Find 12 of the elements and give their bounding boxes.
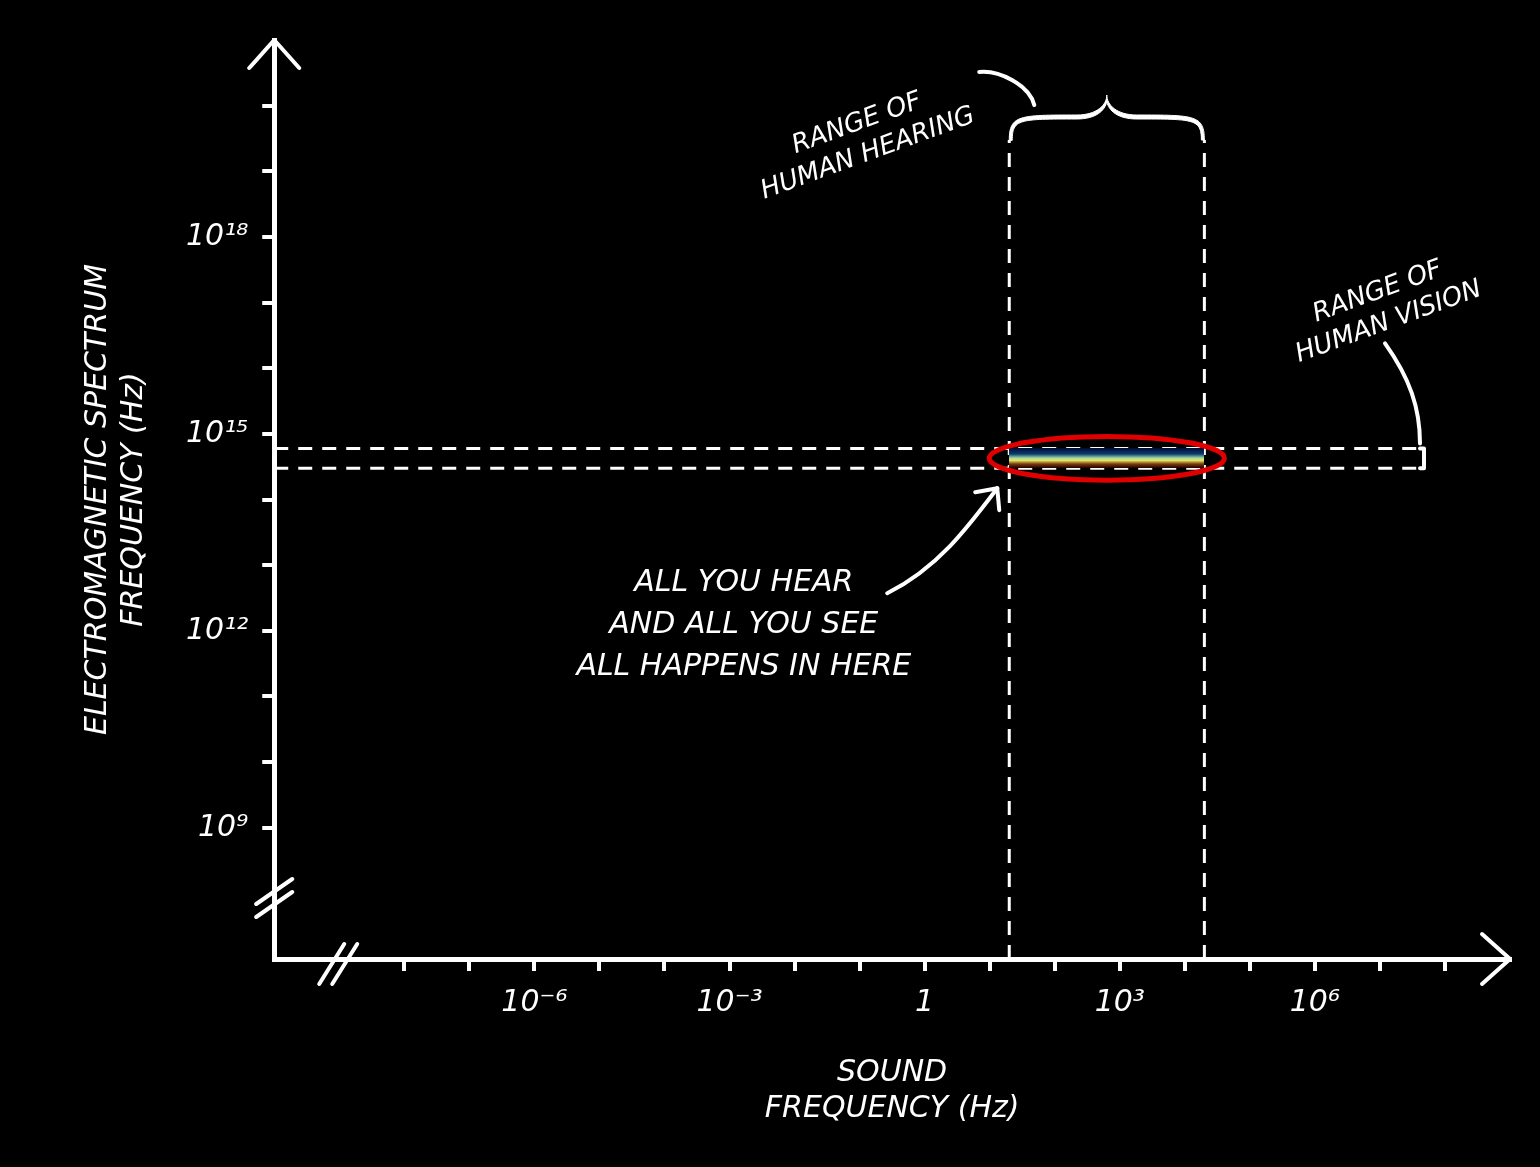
x-tick-label: 10⁶	[1289, 982, 1340, 1018]
y-axis-title: ELECTROMAGNETIC SPECTRUM FREQUENCY (Hz)	[77, 263, 149, 736]
x-tick-label: 10⁻⁶	[501, 982, 568, 1018]
y-tick-label: 10¹⁸	[185, 216, 249, 252]
x-tick-label: 10⁻³	[696, 982, 763, 1018]
x-axis-title: SOUND FREQUENCY (Hz)	[764, 1052, 1020, 1124]
x-tick-label: 10³	[1094, 982, 1145, 1018]
x-tick-label: 1	[915, 982, 935, 1018]
y-tick-label: 10¹²	[185, 610, 249, 646]
annotation: ALL YOU HEAR AND ALL YOU SEE ALL HAPPENS IN HERE	[574, 563, 912, 683]
y-tick-label: 10⁹	[198, 807, 249, 843]
y-tick-label: 10¹⁵	[185, 413, 249, 449]
